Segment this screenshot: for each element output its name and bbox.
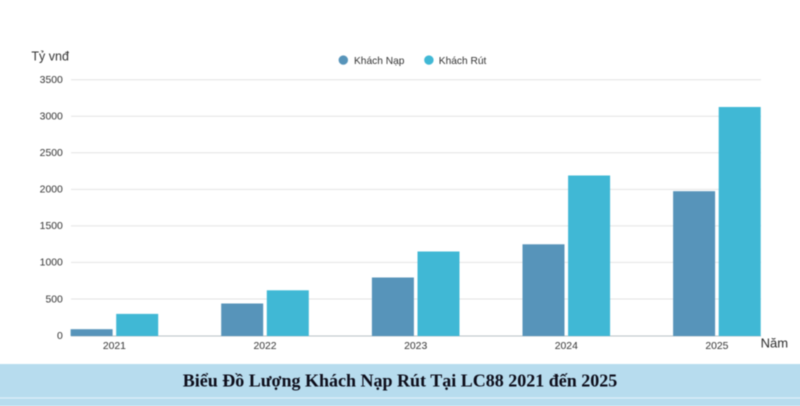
svg-text:2500: 2500: [40, 148, 63, 159]
svg-text:2000: 2000: [40, 185, 63, 196]
svg-text:500: 500: [45, 294, 63, 305]
svg-text:2023: 2023: [404, 341, 427, 352]
svg-text:2021: 2021: [103, 341, 126, 352]
svg-text:3500: 3500: [40, 75, 63, 86]
svg-text:1000: 1000: [40, 258, 63, 269]
svg-text:Khách Rút: Khách Rút: [439, 56, 487, 67]
svg-text:3000: 3000: [40, 112, 63, 123]
svg-text:Biểu Đồ Lượng Khách Nạp Rút Tạ: Biểu Đồ Lượng Khách Nạp Rút Tại LC88 202…: [183, 371, 618, 391]
svg-text:2024: 2024: [555, 341, 578, 352]
svg-text:2022: 2022: [253, 341, 276, 352]
svg-text:2025: 2025: [705, 341, 728, 352]
svg-text:Tỷ vnđ: Tỷ vnđ: [31, 49, 69, 63]
svg-text:1500: 1500: [40, 221, 63, 232]
svg-text:Năm: Năm: [761, 336, 788, 351]
svg-text:0: 0: [57, 331, 63, 342]
svg-text:Khách Nạp: Khách Nạp: [354, 56, 405, 67]
